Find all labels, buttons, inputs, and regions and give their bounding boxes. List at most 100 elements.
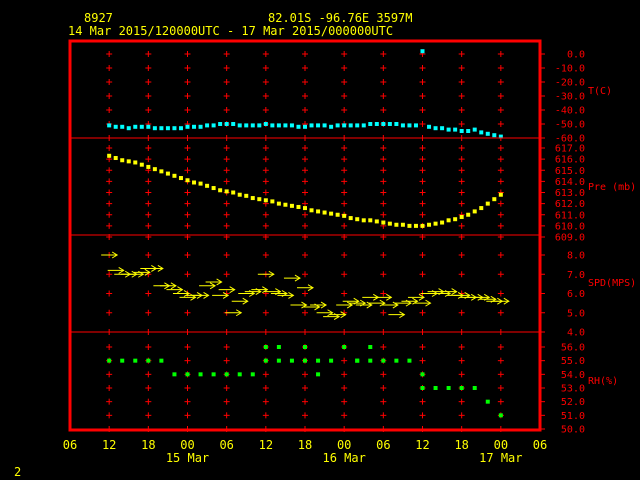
- wind-arrow-head: [183, 290, 190, 297]
- temp-point: [427, 124, 432, 129]
- y-tick-label: 7.0: [567, 270, 585, 281]
- wind-arrow: [329, 311, 347, 319]
- x-tick-label: 18: [298, 438, 312, 452]
- pres-point: [159, 169, 164, 174]
- rh-point: [368, 345, 373, 349]
- wind-arrow: [440, 288, 458, 296]
- rh-point: [368, 358, 373, 363]
- temp-point: [133, 124, 138, 129]
- pres-point: [361, 218, 366, 223]
- grid-crosses: [106, 51, 504, 432]
- rh-point: [237, 372, 242, 377]
- wind-arrow: [401, 297, 419, 305]
- wind-arrow: [146, 265, 164, 272]
- y-axes: 0.0 -10.0 -20.0 -30.0 -40.0 -50.0 -60.0 T(C) 609…: [540, 50, 636, 436]
- wind-arrow-head: [307, 284, 314, 292]
- pres-point: [263, 198, 268, 203]
- wind-arrow: [277, 291, 295, 299]
- y-tick-label: -30.0: [555, 92, 585, 103]
- temp-point: [289, 123, 294, 128]
- temp-point: [263, 122, 268, 126]
- temp-point: [355, 123, 360, 128]
- temp-point: [335, 123, 340, 128]
- pres-point: [270, 199, 275, 204]
- pres-point: [440, 220, 445, 225]
- y-tick-label: -40.0: [555, 106, 585, 117]
- rh-point: [303, 358, 307, 363]
- pres-point: [498, 192, 503, 197]
- wind-arrow-head: [235, 309, 243, 317]
- x-tick-label: 06: [533, 438, 547, 452]
- rh-point: [224, 372, 229, 377]
- temp-point: [107, 123, 112, 128]
- rh-point: [303, 345, 307, 349]
- pres-point: [479, 206, 484, 211]
- x-date-label: 17 Mar: [479, 451, 522, 465]
- wind-arrow: [218, 286, 236, 294]
- panel-label-wind: SPD(MPS): [588, 278, 636, 289]
- y-tick-label: 0.0: [567, 50, 585, 61]
- y-tick-label: 614.0: [555, 177, 585, 188]
- rh-point: [263, 345, 268, 349]
- y-tick-label: 613.0: [555, 188, 585, 199]
- rh-point: [329, 358, 334, 363]
- temp-point: [283, 123, 288, 128]
- pres-point: [276, 201, 281, 206]
- wind-arrow-head: [379, 299, 386, 307]
- pres-point: [198, 181, 203, 186]
- wind-arrow-head: [242, 297, 249, 305]
- station-id: 8927: [84, 11, 113, 25]
- y-tick-label: 615.0: [555, 166, 585, 177]
- temp-point: [466, 129, 471, 133]
- wind-arrow-head: [425, 299, 432, 307]
- temp-point: [368, 122, 373, 126]
- rh-point: [485, 399, 490, 404]
- pres-point: [126, 159, 131, 164]
- y-tick-label: 56.0: [561, 343, 585, 354]
- pres-point: [120, 158, 125, 163]
- rh-point: [394, 358, 399, 363]
- y-tick-label: -20.0: [555, 78, 585, 89]
- wind-arrow: [101, 251, 119, 259]
- wind-arrow-head: [327, 309, 334, 317]
- wind-arrow: [225, 309, 243, 317]
- pres-point: [329, 211, 334, 216]
- pres-point: [492, 197, 497, 202]
- temp-point: [394, 122, 399, 126]
- wind-arrow-head: [222, 291, 230, 299]
- header: 8927 82.01S -96.76E 3597M 14 Mar 2015/12…: [68, 11, 413, 38]
- pres-point: [407, 223, 412, 228]
- temp-point: [146, 124, 151, 129]
- temp-point: [348, 123, 353, 128]
- y-tick-label: 53.0: [561, 384, 585, 395]
- wind-arrow: [283, 274, 301, 282]
- pres-point: [348, 216, 353, 221]
- y-tick-label: 610.0: [555, 221, 585, 232]
- wind-arrow-head: [118, 266, 125, 274]
- temp-point: [440, 126, 445, 131]
- temp-point: [296, 124, 301, 129]
- x-tick-label: 00: [337, 438, 351, 452]
- wind-arrow-head: [320, 301, 328, 309]
- temp-point: [126, 126, 131, 131]
- wind-arrow: [368, 299, 386, 307]
- temp-point: [479, 130, 484, 135]
- pres-point: [133, 160, 138, 165]
- rh-point: [263, 358, 268, 363]
- temp-point: [459, 129, 464, 133]
- x-tick-label: 18: [454, 438, 468, 452]
- pres-point: [257, 197, 262, 202]
- temp-point: [198, 124, 203, 129]
- y-tick-label: 617.0: [555, 144, 585, 155]
- wind-arrow-head: [366, 301, 373, 309]
- wind-arrow-head: [144, 268, 151, 276]
- temp-point: [276, 123, 281, 128]
- wind-arrow-head: [412, 297, 419, 305]
- y-tick-label: 8.0: [567, 251, 585, 262]
- pres-point: [303, 206, 307, 211]
- temp-point: [185, 124, 190, 129]
- temp-point: [303, 124, 307, 129]
- temp-point: [485, 131, 490, 136]
- y-tick-label: 54.0: [561, 370, 585, 381]
